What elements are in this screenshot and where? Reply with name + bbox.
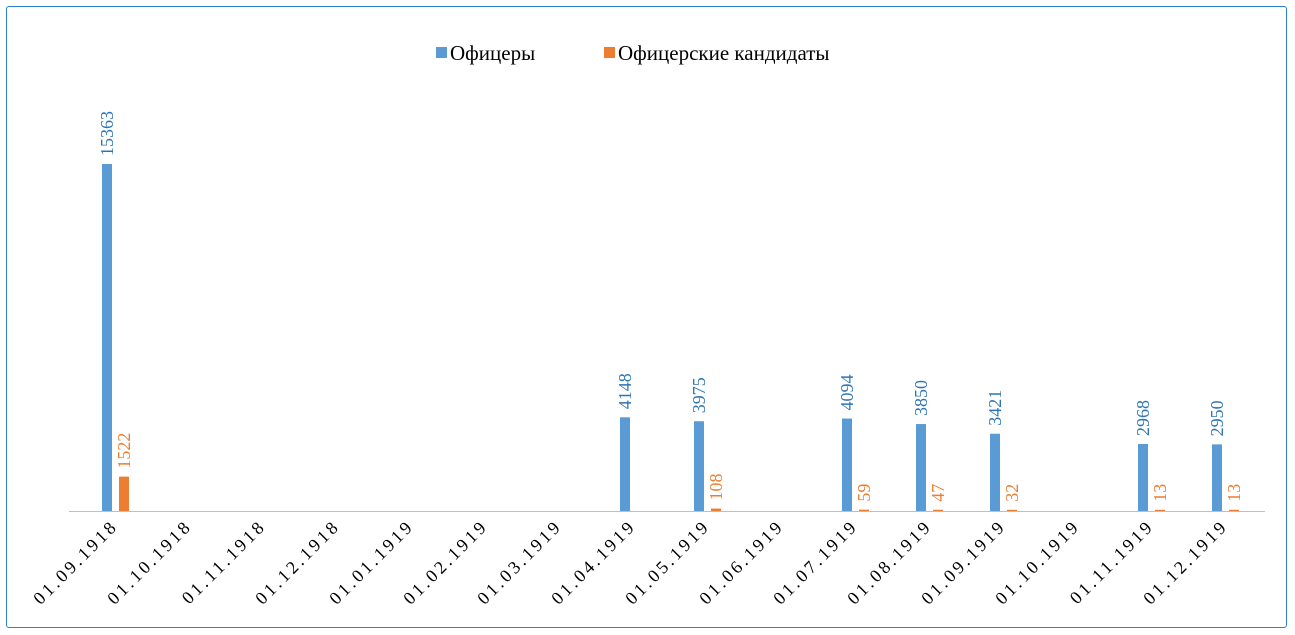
data-label-1-0: 1522 (114, 433, 134, 469)
legend-label-1: Офицерские кандидаты (618, 41, 830, 65)
bar-0-7 (620, 417, 630, 511)
bar-0-10 (842, 418, 852, 511)
bar-1-12 (1007, 509, 1017, 511)
data-label-0-8: 3975 (689, 377, 709, 413)
bar-0-12 (990, 433, 1000, 511)
data-label-0-14: 2968 (1133, 400, 1153, 436)
bar-1-15 (1229, 509, 1239, 511)
bar-0-0 (102, 164, 112, 511)
data-label-1-12: 32 (1002, 484, 1022, 502)
data-label-1-14: 13 (1150, 484, 1170, 502)
legend: Офицеры Офицерские кандидаты (436, 41, 830, 65)
data-label-0-0: 15363 (97, 111, 117, 156)
bar-0-11 (916, 424, 926, 511)
data-label-1-8: 108 (706, 474, 726, 501)
bar-1-10 (859, 509, 869, 511)
bar-1-14 (1155, 509, 1165, 511)
data-label-1-10: 59 (854, 484, 874, 502)
data-label-1-15: 13 (1224, 484, 1244, 502)
bar-1-11 (933, 509, 943, 511)
data-label-0-15: 2950 (1207, 400, 1227, 436)
bar-0-14 (1138, 443, 1148, 511)
bar-0-15 (1212, 444, 1222, 511)
bar-1-8 (711, 508, 721, 511)
bars (102, 164, 1239, 511)
data-labels: 15363 1522 4148 3975 108 4094 59 3850 47 3421 32 29… (97, 111, 1244, 502)
bar-0-8 (694, 421, 704, 511)
legend-label-0: Офицеры (450, 41, 535, 65)
bar-1-0 (119, 476, 129, 511)
chart-frame (6, 6, 1287, 628)
data-label-0-10: 4094 (837, 375, 857, 411)
data-label-0-11: 3850 (911, 380, 931, 416)
data-label-0-7: 4148 (615, 373, 635, 409)
data-label-1-11: 47 (928, 484, 948, 502)
x-axis-ticks: 01.09.191801.10.191801.11.191801.12.1918… (29, 516, 1232, 609)
legend-swatch-1 (604, 47, 615, 58)
legend-swatch-0 (436, 47, 447, 58)
data-label-0-12: 3421 (985, 390, 1005, 426)
